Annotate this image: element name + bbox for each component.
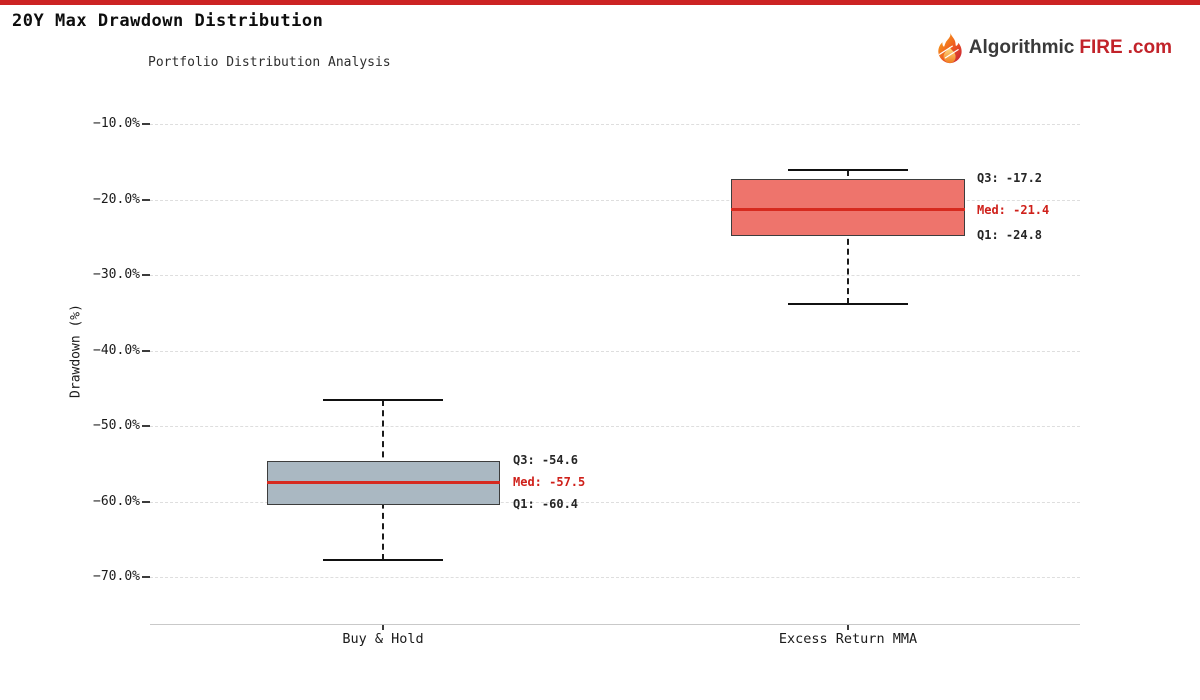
brand-text-algorithmic: Algorithmic [968,37,1075,58]
gridline [150,200,1080,201]
y-tick-label: −20.0% [93,192,140,207]
whisker-cap-high [788,169,908,171]
gridline [150,351,1080,352]
brand-text-fire: FIRE [1079,37,1123,58]
y-tick-mark [142,501,150,503]
y-tick-mark [142,123,150,125]
gridline [150,502,1080,503]
brand-text-com: .com [1127,37,1172,58]
y-tick-mark [142,576,150,578]
y-tick-mark [142,199,150,201]
annotation-median: Med: -21.4 [977,203,1050,217]
annotation-q1: Q1: -24.8 [977,228,1043,242]
flame-icon [936,31,964,65]
x-tick-label-excess-return-mma: Excess Return MMA [778,631,918,647]
annotation-q3: Q3: -54.6 [513,453,579,467]
whisker-cap-high [323,399,443,401]
y-tick-label: −50.0% [93,418,140,433]
y-tick-mark [142,425,150,427]
gridline [150,577,1080,578]
median-line [267,481,500,485]
y-axis-label: Drawdown (%) [68,304,84,398]
box-excess-return-mma [731,179,965,236]
whisker-cap-low [323,559,443,561]
whisker-line [847,170,849,304]
gridline [150,426,1080,427]
y-tick-label: −70.0% [93,569,140,584]
y-tick-mark [142,350,150,352]
brand-logo: Algorithmic FIRE .com [936,30,1172,66]
y-tick-label: −60.0% [93,494,140,509]
x-tick-mark [382,625,384,630]
x-axis-line [150,624,1080,625]
x-tick-mark [847,625,849,630]
annotation-q3: Q3: -17.2 [977,171,1043,185]
chart-subtitle: Portfolio Distribution Analysis [148,55,391,70]
median-line [731,208,965,212]
top-accent-bar [0,0,1200,5]
whisker-cap-low [788,303,908,305]
y-tick-mark [142,274,150,276]
y-tick-label: −40.0% [93,343,140,358]
x-tick-label-buy-hold: Buy & Hold [342,631,424,647]
page-title: 20Y Max Drawdown Distribution [12,11,324,31]
y-tick-label: −30.0% [93,267,140,282]
gridline [150,124,1080,125]
annotation-median: Med: -57.5 [513,475,586,489]
gridline [150,275,1080,276]
y-tick-label: −10.0% [93,116,140,131]
annotation-q1: Q1: -60.4 [513,497,579,511]
